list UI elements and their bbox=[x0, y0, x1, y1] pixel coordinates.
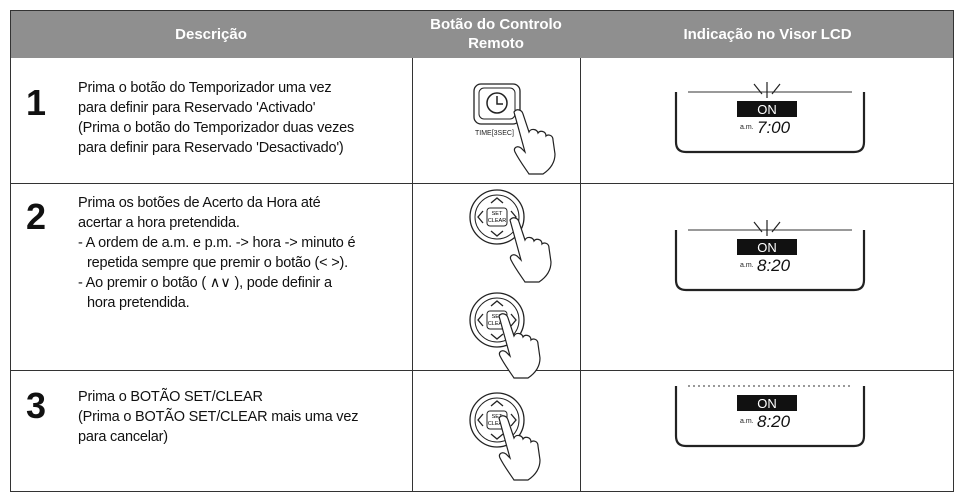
lcd-frame bbox=[674, 386, 866, 448]
arrow-down bbox=[490, 230, 504, 237]
step-number: 1 bbox=[25, 82, 47, 123]
key-label: SET bbox=[492, 314, 503, 320]
header-button: Botão do Controlo Remoto bbox=[430, 16, 562, 52]
button-label: TIME[3SEC] bbox=[475, 130, 514, 137]
lcd-frame bbox=[674, 230, 866, 292]
period: a.m. bbox=[740, 262, 754, 269]
period: a.m. bbox=[740, 418, 754, 425]
line: - A ordem de a.m. e p.m. -> hora -> minu… bbox=[78, 235, 356, 251]
key-label: SET bbox=[492, 211, 503, 217]
key-label: CLEAR bbox=[488, 321, 506, 327]
blink-marks bbox=[753, 220, 781, 236]
line: hora pretendida. bbox=[87, 295, 190, 311]
arrow-left bbox=[477, 313, 484, 327]
step-description: Prima os botões de Acerto da Hora até ac… bbox=[78, 193, 356, 313]
line: Prima o BOTÃO SET/CLEAR bbox=[78, 389, 263, 405]
grid bbox=[10, 10, 954, 492]
on-box bbox=[737, 239, 797, 255]
hand bbox=[498, 313, 541, 379]
line: acertar a hora pretendida. bbox=[78, 215, 240, 231]
period: a.m. bbox=[740, 124, 754, 131]
line: Prima o botão do Temporizador uma vez bbox=[78, 80, 332, 96]
time: 8:20 bbox=[757, 256, 791, 275]
arrow-right bbox=[510, 313, 517, 327]
on-box bbox=[737, 101, 797, 117]
key-label: CLEAR bbox=[488, 218, 506, 224]
on-indicator: ON bbox=[757, 240, 777, 255]
line: (Prima o BOTÃO SET/CLEAR mais uma vez bbox=[78, 409, 359, 425]
header-description: Descrição bbox=[175, 25, 247, 43]
line: - Ao premir o botão ( ∧∨ ), pode definir… bbox=[78, 275, 332, 291]
step-number: 2 bbox=[25, 196, 47, 237]
lcd-display: ONa.m. 7:00 bbox=[674, 82, 866, 154]
line: repetida sempre que premir o botão (< >)… bbox=[87, 255, 348, 271]
line: Prima os botões de Acerto da Hora até bbox=[78, 195, 321, 211]
arrow-left bbox=[477, 413, 484, 427]
timer-button: TIME[3SEC] bbox=[473, 83, 556, 175]
arrow-right bbox=[510, 413, 517, 427]
arrow-down bbox=[490, 433, 504, 440]
on-indicator: ON bbox=[757, 396, 777, 411]
step-description: Prima o BOTÃO SET/CLEAR (Prima o BOTÃO S… bbox=[78, 387, 358, 447]
blink-marks bbox=[753, 82, 781, 98]
lcd-display: ONa.m. 8:20 bbox=[674, 385, 866, 448]
header-band bbox=[10, 10, 954, 58]
arrow-left bbox=[477, 210, 484, 224]
time: 7:00 bbox=[757, 118, 791, 137]
line: para definir para Reservado 'Desactivado… bbox=[78, 140, 344, 156]
lcd-display: ONa.m. 8:20 bbox=[674, 220, 866, 292]
arrow-down bbox=[490, 333, 504, 340]
hand bbox=[498, 415, 541, 481]
line: (Prima o botão do Temporizador duas veze… bbox=[78, 120, 355, 136]
step-number: 3 bbox=[25, 385, 47, 426]
line: para definir para Reservado 'Activado' bbox=[78, 100, 316, 116]
line: para cancelar) bbox=[78, 429, 168, 445]
header-display: Indicação no Visor LCD bbox=[683, 25, 852, 43]
key-label: CLEAR bbox=[488, 421, 506, 427]
key-label: SET bbox=[492, 414, 503, 420]
time: 8:20 bbox=[757, 412, 791, 431]
hand bbox=[509, 217, 552, 283]
lcd-frame bbox=[674, 92, 866, 154]
on-box bbox=[737, 395, 797, 411]
set-key bbox=[486, 207, 508, 227]
arrow-up bbox=[490, 300, 504, 307]
step-description: Prima o botão do Temporizador uma vez pa… bbox=[78, 78, 354, 158]
arrow-up bbox=[490, 400, 504, 407]
on-indicator: ON bbox=[757, 102, 777, 117]
arrow-up bbox=[490, 197, 504, 204]
